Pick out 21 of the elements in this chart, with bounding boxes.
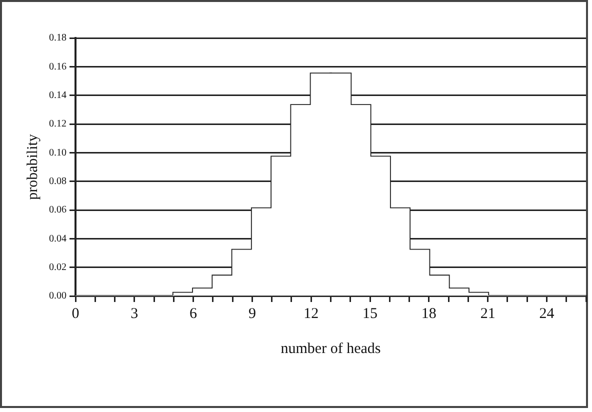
y-tick-label: 0.02 <box>49 262 66 273</box>
y-tick-label: 0.18 <box>49 32 66 44</box>
x-tick-label: 18 <box>421 306 436 322</box>
x-axis-title: number of heads <box>280 340 381 357</box>
y-axis-title: probability <box>24 134 41 200</box>
y-tick-label: 0.04 <box>49 233 66 244</box>
y-tick-label: 0.12 <box>49 118 66 130</box>
x-tick-label: 12 <box>304 306 319 322</box>
y-tick-label: 0.06 <box>49 204 66 216</box>
y-tick-label: 0.00 <box>49 290 66 302</box>
x-tick-label: 0 <box>72 306 80 322</box>
y-tick-label: 0.14 <box>49 90 66 101</box>
y-tick-label: 0.16 <box>49 61 66 72</box>
x-tick-label: 24 <box>539 306 555 322</box>
x-tick-label: 15 <box>362 306 378 322</box>
y-tick-label: 0.10 <box>49 147 66 158</box>
x-tick-label: 9 <box>248 306 256 322</box>
x-tick-label: 6 <box>190 306 198 322</box>
y-tick-label: 0.08 <box>49 176 66 187</box>
x-tick-label: 21 <box>480 306 496 322</box>
x-tick-label: 3 <box>130 306 138 322</box>
